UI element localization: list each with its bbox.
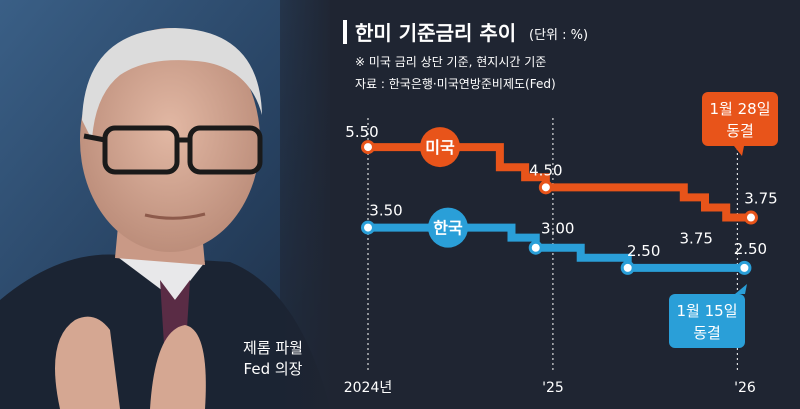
callout-line-0-1: 동결	[726, 122, 754, 140]
data-point-4	[361, 220, 375, 235]
data-point-3	[743, 210, 758, 225]
caption-role: Fed 의장	[243, 360, 303, 378]
series-badge-label-미국: 미국	[425, 138, 455, 157]
data-label-4: 3.50	[369, 202, 402, 220]
data-label-3: 3.75	[744, 190, 777, 208]
data-label-2: 3.75	[680, 230, 713, 248]
powell-photo	[0, 0, 330, 409]
data-label-0: 5.50	[345, 123, 378, 141]
x-tick-label-2024: 2024년	[344, 380, 393, 396]
x-tick-label-26: '26	[734, 380, 756, 396]
series-badge-label-한국: 한국	[433, 219, 463, 238]
callout-line-0-0: 1월 28일	[710, 100, 771, 118]
data-label-6: 2.50	[627, 242, 660, 260]
data-point-5	[528, 240, 543, 255]
series-line-미국	[368, 143, 751, 222]
data-label-7: 2.50	[734, 240, 767, 258]
label-layer: 5.50 4.50 3.75 3.75 3.50 3.00 2.50 2.50 1월 28일동결…	[345, 92, 778, 348]
chart-title: 한미 기준금리 추이	[355, 21, 516, 45]
data-label-1: 4.50	[529, 161, 562, 179]
chart-note-1: ※ 미국 금리 상단 기준, 현지시간 기준	[355, 55, 546, 69]
callout-box-1	[669, 294, 745, 348]
title-accent-bar	[343, 20, 347, 44]
callout-pointer-0	[734, 146, 744, 156]
chart-unit: (단위 : %)	[529, 28, 588, 43]
data-point-0	[361, 140, 375, 155]
data-point-1	[538, 180, 553, 195]
data-point-6	[620, 260, 635, 275]
photo-caption: 제롬 파월 Fed 의장	[218, 338, 328, 380]
callout-pointer-1	[735, 284, 747, 294]
x-tick-label-25: '25	[542, 380, 564, 396]
callout-line-1-0: 1월 15일	[677, 302, 738, 320]
data-point-7	[737, 260, 752, 275]
callout-line-1-1: 동결	[693, 324, 721, 342]
series-badge-미국	[420, 127, 460, 168]
chart-note-2: 자료 : 한국은행·미국연방준비제도(Fed)	[355, 76, 556, 91]
callout-box-0	[702, 92, 778, 146]
caption-name: 제롬 파월	[243, 339, 303, 357]
series-badge-한국	[428, 207, 468, 248]
data-label-5: 3.00	[541, 220, 574, 238]
